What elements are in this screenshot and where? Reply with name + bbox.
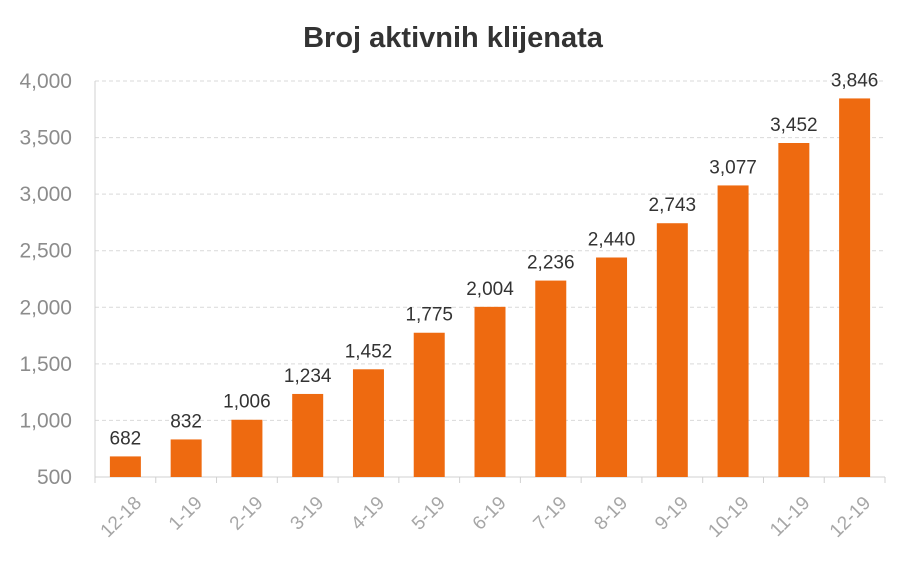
x-tick-label: 5-19: [408, 493, 450, 535]
y-axis-ticks: 500 1,000 1,500 2,000 2,500 3,000 3,500 4,000: [19, 70, 72, 489]
data-label: 3,846: [831, 70, 879, 91]
x-axis-ticks: 12-18 1-19 2-19 3-19 4-19 5-19 6-19 7-19 8-19 9-1…: [97, 493, 875, 542]
chart-title: Broj aktivnih klijenata: [303, 22, 603, 54]
bar: [170, 439, 202, 477]
x-tick-label: 3-19: [287, 493, 329, 535]
y-tick-label: 4,000: [19, 70, 72, 93]
x-tick-label: 4-19: [347, 493, 389, 535]
y-tick-label: 500: [37, 466, 72, 489]
y-tick-label: 3,000: [19, 183, 72, 206]
bar: [474, 306, 506, 477]
bars: [109, 98, 871, 478]
y-tick-label: 1,000: [19, 409, 72, 432]
x-tick-label: 12-18: [97, 493, 146, 542]
bar: [413, 332, 445, 477]
data-labels: 682 832 1,006 1,234 1,452 1,775 2,004 2,236 2,44…: [110, 70, 879, 449]
x-tick-label: 10-19: [704, 493, 753, 542]
data-label: 2,236: [527, 253, 575, 274]
bar: [839, 98, 871, 477]
bar: [656, 223, 688, 477]
bar: [292, 393, 324, 477]
data-label: 1,775: [405, 305, 453, 326]
bar: [231, 419, 263, 477]
y-tick-label: 2,000: [19, 296, 72, 319]
bar: [352, 369, 384, 477]
bar: [778, 143, 810, 477]
y-tick-label: 2,500: [19, 240, 72, 263]
data-label: 2,440: [588, 230, 636, 251]
x-tick-label: 12-19: [826, 493, 875, 542]
data-label: 3,077: [709, 157, 757, 178]
x-tick-label: 6-19: [469, 493, 511, 535]
x-tick-label: 2-19: [226, 493, 268, 535]
bar: [717, 185, 749, 478]
x-tick-label: 7-19: [530, 493, 572, 535]
x-tick-label: 8-19: [590, 493, 632, 535]
data-label: 2,743: [649, 195, 697, 216]
x-tick-label: 1-19: [165, 493, 207, 535]
data-label: 682: [110, 428, 142, 449]
y-tick-label: 3,500: [19, 127, 72, 150]
bar: [109, 456, 141, 477]
data-label: 832: [170, 411, 202, 432]
y-tick-label: 1,500: [19, 353, 72, 376]
bar: [535, 280, 567, 477]
data-label: 2,004: [466, 279, 514, 300]
data-label: 1,006: [223, 392, 271, 413]
data-label: 3,452: [770, 115, 818, 136]
x-tick-label: 9-19: [651, 493, 693, 535]
data-label: 1,234: [284, 366, 332, 387]
data-label: 1,452: [345, 341, 393, 362]
x-tick-label: 11-19: [766, 493, 814, 541]
bar: [596, 257, 628, 477]
